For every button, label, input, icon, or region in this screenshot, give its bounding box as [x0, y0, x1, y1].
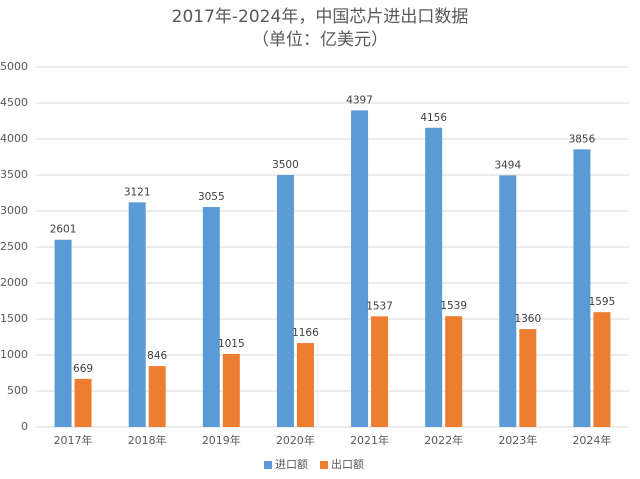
y-tick-label: 0 [21, 420, 28, 433]
bar [593, 312, 611, 427]
legend-swatch [264, 461, 272, 469]
value-label: 1539 [440, 300, 467, 312]
value-label: 1537 [366, 300, 393, 312]
bar [54, 239, 72, 427]
y-tick-label: 4000 [0, 132, 28, 145]
x-tick-label: 2022年 [424, 433, 463, 447]
y-tick-label: 5000 [0, 60, 28, 73]
x-tick-label: 2020年 [276, 433, 315, 447]
value-label: 669 [73, 363, 93, 375]
value-label: 3055 [198, 191, 225, 203]
bar [148, 366, 166, 427]
value-label: 3494 [494, 159, 521, 171]
bar [519, 329, 537, 427]
y-tick-label: 2500 [0, 240, 28, 253]
legend-swatch [320, 461, 328, 469]
x-tick-label: 2024年 [572, 433, 611, 447]
value-label: 1015 [218, 338, 245, 350]
bar [222, 353, 240, 427]
value-label: 3856 [569, 133, 596, 145]
value-label: 4397 [346, 94, 373, 106]
bar [276, 175, 294, 427]
value-label: 2601 [50, 224, 77, 236]
bar [351, 110, 369, 427]
value-label: 4156 [420, 112, 447, 124]
bar [445, 316, 463, 427]
y-tick-label: 1000 [0, 348, 28, 361]
y-tick-label: 3500 [0, 168, 28, 181]
x-tick-label: 2017年 [54, 433, 93, 447]
x-tick-label: 2021年 [350, 433, 389, 447]
x-tick-label: 2018年 [128, 433, 167, 447]
y-tick-label: 1500 [0, 312, 28, 325]
bar [128, 202, 146, 427]
y-tick-label: 4500 [0, 96, 28, 109]
chart-subtitle: （单位：亿美元） [252, 30, 388, 50]
bar [425, 127, 443, 427]
value-label: 3121 [124, 186, 151, 198]
bar [296, 343, 314, 427]
bar [202, 207, 220, 427]
bar [499, 175, 517, 427]
value-label: 846 [147, 350, 167, 362]
y-tick-label: 500 [7, 384, 28, 397]
legend-label: 出口额 [331, 457, 364, 471]
x-tick-label: 2019年 [202, 433, 241, 447]
y-tick-label: 2000 [0, 276, 28, 289]
legend-label: 进口额 [275, 458, 308, 471]
value-label: 1166 [292, 327, 319, 339]
value-label: 1595 [589, 296, 616, 308]
y-tick-label: 3000 [0, 204, 28, 217]
bar [74, 378, 92, 427]
bar [573, 149, 591, 428]
x-tick-label: 2023年 [498, 433, 537, 447]
value-label: 3500 [272, 159, 299, 171]
value-label: 1360 [514, 313, 541, 325]
bar [371, 316, 389, 427]
chart-title: 2017年-2024年，中国芯片进出口数据 [172, 7, 469, 27]
